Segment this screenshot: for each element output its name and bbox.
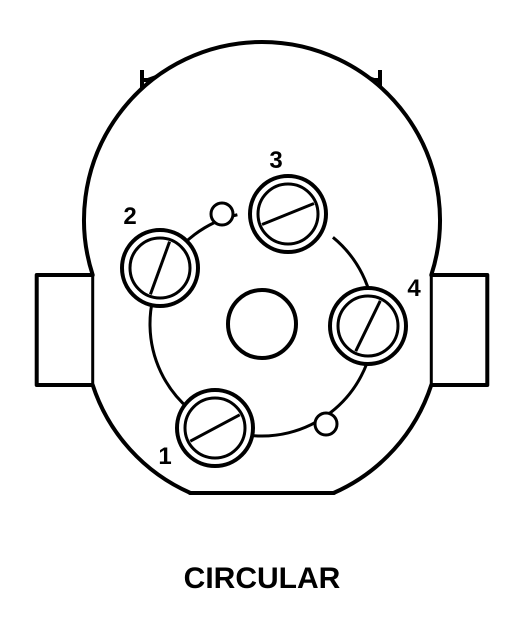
pin-3 [250,176,326,252]
small-hole-2 [315,413,337,435]
small-hole-1 [211,203,233,225]
caption: CIRCULAR [184,562,341,595]
pin-label-4: 4 [407,275,421,302]
center-hole [228,290,296,358]
connector-body [37,42,488,493]
pin-2 [122,230,198,306]
pin-label-1: 1 [158,443,171,470]
pin-4 [330,288,406,364]
connector-diagram: .5201234CIRCULAR [0,0,524,624]
pin-label-2: 2 [123,203,136,230]
pin-label-3: 3 [269,147,282,174]
pin-1 [177,390,253,466]
